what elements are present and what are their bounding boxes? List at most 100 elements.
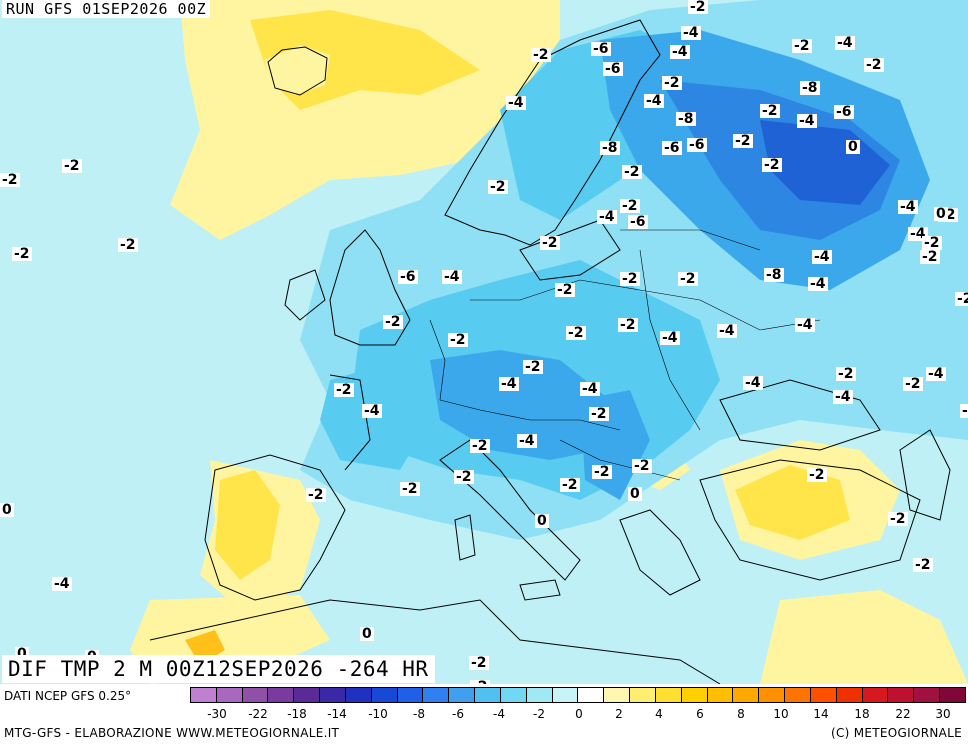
contour-value-label: -6 [628, 214, 648, 230]
coastline-uk [329, 229, 411, 346]
contour-value-label: -2 [0, 172, 20, 188]
warm-area-middle-east [760, 590, 968, 684]
legend-tick-label: 10 [773, 707, 789, 721]
contour-value-label: -2 [922, 235, 942, 251]
contour-value-label: -2 [920, 249, 940, 265]
coastline-iceland [267, 46, 328, 96]
coastline-sicily [519, 579, 561, 601]
contour-value-label: -2 [488, 179, 508, 195]
contour-value-label: -2 [448, 332, 468, 348]
contour-value-label: -2 [618, 317, 638, 333]
legend-swatch [371, 688, 398, 702]
contour-value-label: -4 [660, 330, 680, 346]
legend-swatch [526, 688, 553, 702]
legend-tick-label: 0 [575, 707, 583, 721]
contour-value-label: -2 [632, 458, 652, 474]
contour-value-label: -4 [835, 35, 855, 51]
contour-value-label: 0 [628, 486, 642, 502]
contour-value-label: 0 [360, 626, 374, 642]
contour-value-label: -4 [644, 93, 664, 109]
contour-value-label: -2 [560, 477, 580, 493]
legend-swatch [500, 688, 527, 702]
contour-value-label: 0 [846, 139, 860, 155]
contour-value-label: -2 [760, 103, 780, 119]
contour-value-label: -4 [808, 276, 828, 292]
legend-tick-label: 30 [935, 707, 951, 721]
legend-swatch [862, 688, 889, 702]
legend-swatch [681, 688, 708, 702]
legend-swatch [655, 688, 682, 702]
coastline-black-sea [719, 379, 881, 451]
contour-value-label: -4 [717, 323, 737, 339]
contour-value-label: -2 [592, 464, 612, 480]
contour-value-label: -2 [566, 325, 586, 341]
legend-swatch [836, 688, 863, 702]
border-alps [439, 399, 621, 431]
legend-swatch [630, 688, 656, 702]
contour-value-label: -4 [908, 226, 928, 242]
legend-swatch [785, 688, 811, 702]
contour-value-label: -2 [334, 382, 354, 398]
legend-swatch [914, 688, 941, 702]
contour-value-label: -2 [807, 467, 827, 483]
contour-value-label: -2 [589, 406, 609, 422]
contour-value-label: -6 [603, 61, 623, 77]
contour-value-label: -2 [118, 237, 138, 253]
contour-value-label: -2 [469, 655, 489, 671]
contour-value-label: -4 [442, 269, 462, 285]
legend-tick-label: -8 [413, 707, 425, 721]
legend-tick-label: -22 [248, 707, 268, 721]
legend-tick-label: 8 [737, 707, 745, 721]
color-scale-ticks: -30 -22 -18 -14 -10 -8 -6 -4 -2 0 2 4 6 8 10 14 18 22 30 [190, 707, 966, 723]
legend-tick-label: 6 [696, 707, 704, 721]
legend-footer: DATI NCEP GFS 0.25° -30 -22 -18 -14 -10 -8 -6-… [0, 684, 968, 745]
contour-value-label: -2 [12, 246, 32, 262]
legend-tick-label: 2 [615, 707, 623, 721]
legend-tick-label: -18 [287, 707, 307, 721]
run-label: RUN GFS 01SEP2026 00Z [2, 0, 211, 18]
legend-swatch [242, 688, 269, 702]
warm-area-iberia-core [215, 470, 280, 580]
contour-value-label: -2 [622, 164, 642, 180]
contour-value-label: -4 [797, 113, 817, 129]
legend-swatch [888, 688, 915, 702]
contour-value-label: -2 [688, 0, 708, 15]
contour-value-label: -2 [470, 680, 490, 684]
contour-value-label: -6 [687, 137, 707, 153]
contour-value-label: -2 [903, 376, 923, 392]
contour-value-label: -4 [898, 199, 918, 215]
coastline-baltic [519, 219, 621, 281]
coastline-iberia [204, 454, 346, 601]
legend-swatch [345, 688, 372, 702]
coastlines [149, 19, 951, 684]
temperature-anomaly-map: RUN GFS 01SEP2026 00Z -2 -4 -2 -6 -4 -2 -4 -2 -6… [0, 0, 968, 684]
contour-value-label: -6 [834, 104, 854, 120]
coastline-turkey [699, 459, 921, 581]
legend-swatch [475, 688, 501, 702]
legend-swatch [397, 688, 424, 702]
legend-swatch [940, 688, 965, 702]
contour-value-label: -2 [62, 158, 82, 174]
country-borders [429, 229, 821, 481]
coastline-north-africa [149, 599, 721, 684]
data-source-label: DATI NCEP GFS 0.25° [4, 689, 132, 703]
color-scale-bar [190, 687, 966, 703]
coastline-caspian [899, 429, 951, 521]
contour-value-label: -4 [362, 403, 382, 419]
legend-tick-label: 22 [895, 707, 911, 721]
contour-value-label: -8 [600, 140, 620, 156]
contour-value-label: -2 [306, 487, 326, 503]
contour-value-label: -2 [662, 75, 682, 91]
legend-swatch [191, 688, 217, 702]
contour-value-label: -4 [499, 376, 519, 392]
legend-swatch [320, 688, 346, 702]
contour-value-label: -4 [926, 366, 946, 382]
contour-value-label: -4 [506, 95, 526, 111]
contour-value-label: -2 [531, 47, 551, 63]
contour-value-label: -2 [762, 157, 782, 173]
border-eastern [639, 249, 701, 431]
contour-value-label: -2 [620, 271, 640, 287]
contour-value-label: -2 [888, 511, 908, 527]
warm-area-turkey-core [735, 465, 850, 540]
contour-value-label: -8 [676, 111, 696, 127]
